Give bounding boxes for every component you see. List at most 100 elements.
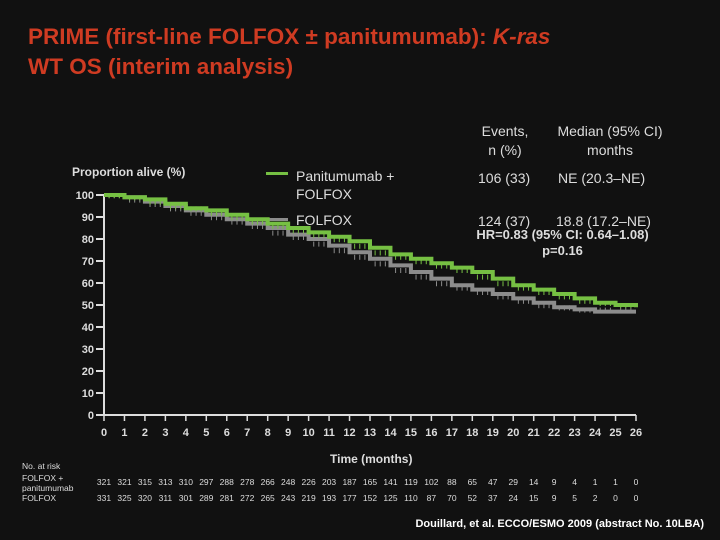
risk-value: 266 xyxy=(260,477,275,487)
risk-value: 24 xyxy=(508,493,518,503)
x-axis-label: Time (months) xyxy=(330,452,413,466)
risk-value: 87 xyxy=(426,493,437,503)
risk-value: 88 xyxy=(447,477,457,487)
x-tick-label: 21 xyxy=(528,427,540,439)
x-tick-label: 26 xyxy=(630,427,642,439)
y-tick-label: 40 xyxy=(82,322,94,334)
events-panitumumab: 106 (33) xyxy=(478,170,531,186)
risk-value: 4 xyxy=(572,477,577,487)
x-tick-label: 5 xyxy=(203,427,209,439)
risk-value: 219 xyxy=(301,493,316,503)
y-tick-label: 90 xyxy=(82,212,94,224)
x-tick-label: 7 xyxy=(244,427,250,439)
x-tick-label: 13 xyxy=(364,427,376,439)
x-tick-label: 15 xyxy=(405,427,417,439)
y-tick-label: 20 xyxy=(82,366,94,378)
x-tick-label: 1 xyxy=(121,427,127,439)
risk-value: 70 xyxy=(447,493,457,503)
risk-value: 52 xyxy=(467,493,478,503)
p-value: p=0.16 xyxy=(542,243,583,258)
risk-value: 5 xyxy=(572,493,577,503)
risk-value: 281 xyxy=(219,493,234,503)
risk-value: 110 xyxy=(404,493,418,503)
risk-value: 325 xyxy=(117,493,132,503)
x-tick-label: 22 xyxy=(548,427,560,439)
y-tick-label: 70 xyxy=(82,256,94,268)
risk-value: 152 xyxy=(362,493,378,503)
x-tick-label: 20 xyxy=(507,427,519,439)
risk-value: 9 xyxy=(551,493,557,503)
x-tick-label: 19 xyxy=(487,427,499,439)
risk-value: 265 xyxy=(260,493,275,503)
risk-value: 141 xyxy=(383,477,398,487)
x-tick-label: 23 xyxy=(568,427,580,439)
y-tick-label: 30 xyxy=(82,344,94,356)
risk-value: 289 xyxy=(199,493,214,503)
risk-value: 37 xyxy=(488,493,498,503)
risk-value: 125 xyxy=(383,493,398,503)
y-tick-label: 80 xyxy=(82,234,94,246)
header-median: Median (95% CI) months xyxy=(557,123,663,158)
risk-value: 187 xyxy=(342,477,357,487)
risk-value: 313 xyxy=(158,477,173,487)
risk-value: 47 xyxy=(488,477,498,487)
slide-title: PRIME (first-line FOLFOX ± panitumumab):… xyxy=(28,22,708,82)
citation: Douillard, et al. ECCO/ESMO 2009 (abstra… xyxy=(415,518,704,530)
risk-value: 320 xyxy=(137,493,153,503)
risk-value: 9 xyxy=(551,477,557,487)
risk-value: 272 xyxy=(240,493,255,503)
x-tick-label: 10 xyxy=(302,427,314,439)
hazard-ratio: HR=0.83 (95% CI: 0.64–1.08) xyxy=(476,227,649,242)
risk-value: 0 xyxy=(633,493,639,503)
x-tick-label: 9 xyxy=(285,427,291,439)
risk-value: 102 xyxy=(424,477,439,487)
risk-value: 65 xyxy=(467,477,478,487)
risk-value: 321 xyxy=(96,477,112,487)
risk-value: 331 xyxy=(96,493,112,503)
risk-value: 297 xyxy=(199,477,214,487)
risk-label-folfox: FOLFOX xyxy=(22,493,57,503)
risk-value: 1 xyxy=(592,477,598,487)
x-tick-label: 6 xyxy=(224,427,230,439)
x-tick-label: 8 xyxy=(265,427,271,439)
y-axis-label: Proportion alive (%) xyxy=(72,165,186,179)
y-tick-label: 0 xyxy=(88,410,94,422)
risk-value: 14 xyxy=(528,477,539,487)
x-tick-label: 4 xyxy=(183,427,190,439)
risk-value: 301 xyxy=(178,493,193,503)
x-tick-label: 16 xyxy=(425,427,437,439)
risk-value: 288 xyxy=(219,477,234,487)
risk-table-title: No. at risk xyxy=(22,461,61,471)
risk-value: 165 xyxy=(362,477,378,487)
median-panitumumab: NE (20.3–NE) xyxy=(558,170,646,186)
risk-value: 0 xyxy=(613,493,618,503)
x-tick-label: 18 xyxy=(466,427,478,439)
risk-value: 2 xyxy=(592,493,598,503)
x-tick-label: 14 xyxy=(384,427,397,439)
x-tick-label: 25 xyxy=(609,427,621,439)
x-tick-label: 0 xyxy=(101,427,107,439)
title-line2: WT OS (interim analysis) xyxy=(28,54,294,79)
risk-value: 321 xyxy=(117,477,132,487)
legend-line-panitumumab xyxy=(266,172,288,175)
title-line1: PRIME (first-line FOLFOX ± panitumumab): xyxy=(28,24,493,49)
risk-value: 278 xyxy=(240,477,255,487)
risk-value: 0 xyxy=(633,477,639,487)
x-tick-label: 24 xyxy=(589,427,602,439)
legend-label-folfox: FOLFOX xyxy=(296,212,353,228)
x-tick-label: 11 xyxy=(323,427,335,439)
legend-label-panitumumab: Panitumumab + FOLFOX xyxy=(296,168,395,202)
x-tick-label: 17 xyxy=(446,427,458,439)
risk-label-panitumumab: FOLFOX + panitumumab xyxy=(22,473,74,493)
y-tick-label: 10 xyxy=(82,388,94,400)
risk-value: 226 xyxy=(301,477,316,487)
risk-value: 243 xyxy=(281,493,296,503)
title-kras: K-ras xyxy=(492,24,551,49)
risk-value: 1 xyxy=(613,477,618,487)
risk-value: 29 xyxy=(508,477,518,487)
x-tick-label: 2 xyxy=(142,427,148,439)
risk-value: 310 xyxy=(178,477,193,487)
risk-value: 193 xyxy=(321,493,337,503)
risk-value: 311 xyxy=(158,493,173,503)
risk-value: 203 xyxy=(321,477,337,487)
